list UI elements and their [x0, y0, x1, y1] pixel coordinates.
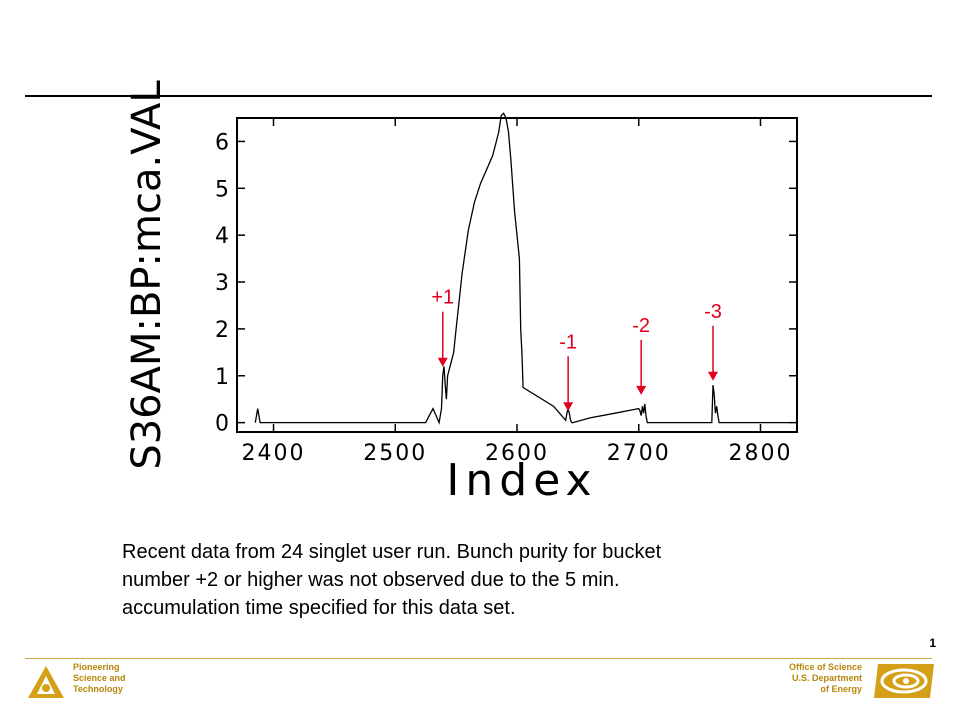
- footer-right-line-1: Office of Science: [788, 662, 862, 672]
- y-tick-label: 3: [215, 271, 229, 296]
- argonne-logo-icon: [28, 666, 64, 698]
- y-axis-label: S36AM:BP:mca.VAL: [124, 80, 170, 470]
- footer-rule: [25, 658, 932, 659]
- caption-line-2: number +2 or higher was not observed due…: [122, 569, 620, 591]
- annotation-label: -2: [632, 315, 650, 337]
- series-line: [254, 112, 791, 425]
- annotation-label: -3: [704, 301, 722, 323]
- y-tick-label: 6: [215, 130, 229, 155]
- slide-caption: Recent data from 24 singlet user run. Bu…: [122, 538, 822, 622]
- y-tick-label: 5: [215, 177, 229, 202]
- plot-frame: [236, 117, 798, 433]
- x-axis-label: Index: [446, 455, 597, 506]
- caption-line-1: Recent data from 24 singlet user run. Bu…: [122, 541, 662, 563]
- doe-logo-icon: [874, 664, 934, 698]
- y-tick-label: 4: [215, 224, 229, 249]
- footer-right-line-2: U.S. Department: [791, 673, 862, 683]
- y-tick-label: 0: [215, 412, 229, 437]
- caption-line-3: accumulation time specified for this dat…: [122, 597, 516, 619]
- annotation-arrow-head: [708, 371, 718, 381]
- x-tick-label: 2400: [242, 441, 306, 466]
- annotations: +1 -1 -2 -3: [431, 287, 722, 412]
- footer-left-line-1: Pioneering: [73, 662, 120, 672]
- annotation-arrow-head: [563, 402, 574, 412]
- footer-left-text: Pioneering Science and Technology: [73, 662, 126, 695]
- annotation-arrow-head: [636, 385, 647, 395]
- footer-left-line-3: Technology: [73, 684, 123, 694]
- y-tick-label: 2: [215, 318, 229, 343]
- y-axis-ticks: 0 1 2 3 4 5 6: [215, 130, 797, 437]
- footer-right-text: Office of Science U.S. Department of Ene…: [789, 662, 862, 695]
- y-tick-label: 1: [215, 365, 229, 390]
- x-tick-label: 2500: [363, 441, 427, 466]
- annotation-label: +1: [431, 287, 454, 309]
- annotation-arrow-head: [437, 357, 448, 367]
- bunch-purity-chart: 0 1 2 3 4 5 6 2400 2500 2600 2700 2800 +1 -1 -2 -3 S3…: [124, 80, 798, 506]
- x-axis-ticks: 2400 2500 2600 2700 2800: [242, 118, 792, 466]
- footer-right-line-3: of Energy: [820, 684, 862, 694]
- page-number: 1: [929, 636, 936, 650]
- x-tick-label: 2700: [607, 441, 671, 466]
- x-tick-label: 2600: [485, 441, 549, 466]
- title-rule: [25, 95, 932, 97]
- annotation-label: -1: [559, 331, 577, 353]
- footer-left-line-2: Science and: [73, 673, 126, 683]
- x-tick-label: 2800: [728, 441, 792, 466]
